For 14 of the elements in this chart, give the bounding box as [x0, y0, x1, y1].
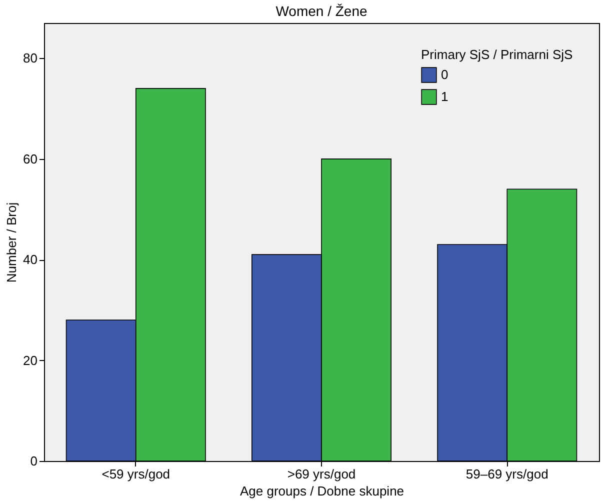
x-axis-title: Age groups / Dobne skupine — [240, 484, 404, 498]
x-tick-label: >69 yrs/god — [287, 466, 356, 482]
x-tick-label: 59–69 yrs/god — [466, 466, 548, 482]
chart-title: Women / Žene — [276, 3, 368, 19]
legend-label: 1 — [441, 89, 448, 104]
y-tick-label: 0 — [30, 454, 38, 468]
x-tick-label: <59 yrs/god — [102, 466, 170, 482]
y-tick-label: 40 — [23, 252, 38, 268]
y-tick-label: 60 — [23, 151, 38, 166]
y-tick-label: 80 — [23, 50, 38, 66]
y-tick-label: 20 — [23, 352, 38, 368]
legend-label: 0 — [441, 67, 448, 82]
legend-title: Primary SjS / Primarni SjS — [421, 47, 574, 62]
y-axis-title: Number / Broj — [4, 202, 20, 283]
